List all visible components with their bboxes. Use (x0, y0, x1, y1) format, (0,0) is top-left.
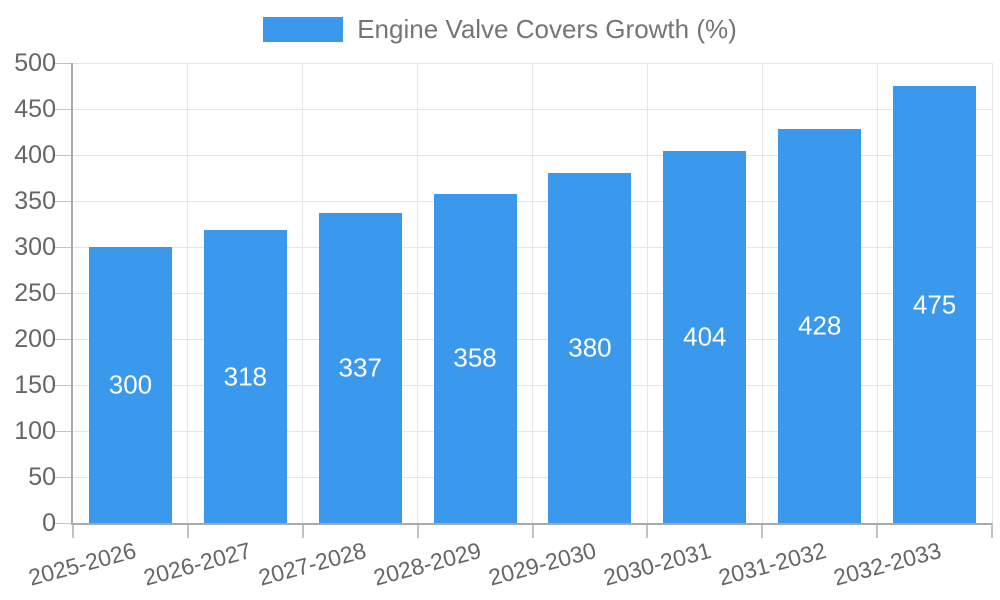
y-axis-tick-label: 100 (14, 417, 56, 445)
y-axis-tick-label: 150 (14, 371, 56, 399)
y-axis-tick (55, 476, 73, 478)
bar-value-label: 337 (338, 352, 382, 383)
y-axis-tick (55, 292, 73, 294)
bar[interactable]: 337 (318, 212, 402, 523)
plot-area: 300 318 337 358 380 404 428 475 (71, 62, 993, 525)
bar-value-label: 404 (683, 321, 727, 352)
x-axis-tick (301, 523, 304, 538)
x-axis-tick (416, 523, 419, 538)
y-axis-line (71, 63, 73, 525)
y-axis-tick (55, 246, 73, 248)
bar[interactable]: 318 (203, 230, 287, 523)
x-axis-tick (876, 523, 879, 538)
bar[interactable]: 300 (88, 247, 172, 523)
x-axis-line (71, 523, 992, 525)
y-axis-tick (55, 430, 73, 432)
bar-value-label: 475 (912, 289, 957, 319)
y-axis-tick-label: 450 (14, 95, 56, 123)
bar[interactable]: 475 (893, 86, 977, 523)
legend[interactable]: Engine Valve Covers Growth (%) (0, 15, 1000, 43)
bar-value-label: 380 (568, 332, 612, 363)
bar-value-label: 318 (223, 361, 267, 392)
y-axis-tick (55, 384, 73, 386)
v-gridline (417, 63, 419, 523)
v-gridline (532, 63, 533, 523)
v-gridline (876, 63, 878, 523)
x-axis-tick (72, 523, 74, 538)
x-axis-tick (991, 523, 993, 538)
y-axis-tick (55, 154, 73, 156)
bar-value-label: 358 (453, 342, 497, 373)
x-axis-tick (186, 523, 189, 538)
y-axis-tick-label: 500 (14, 49, 56, 77)
x-axis-tick (531, 523, 534, 538)
bar-value-label: 300 (108, 369, 153, 400)
legend-label: Engine Valve Covers Growth (%) (357, 14, 737, 44)
bar-value-label: 428 (797, 310, 842, 341)
y-axis-tick (55, 108, 73, 110)
v-gridline (991, 63, 993, 523)
bar[interactable]: 428 (778, 129, 862, 523)
y-axis-tick (55, 338, 73, 340)
y-axis-tick (55, 522, 73, 524)
y-axis-tick-label: 50 (28, 463, 56, 491)
bar[interactable]: 380 (548, 173, 632, 523)
v-gridline (187, 63, 189, 523)
bar[interactable]: 358 (433, 193, 517, 523)
y-axis-tick-label: 350 (14, 187, 56, 215)
bar[interactable]: 404 (663, 151, 747, 523)
y-axis-tick-label: 400 (14, 141, 56, 169)
v-gridline (302, 63, 304, 523)
v-gridline (646, 63, 648, 523)
y-axis-tick-label: 300 (14, 233, 56, 261)
y-axis-tick-label: 0 (42, 509, 56, 537)
y-axis-tick (55, 200, 73, 202)
y-axis-tick-label: 200 (14, 325, 56, 353)
legend-swatch (263, 16, 344, 42)
x-axis-tick (646, 523, 649, 538)
y-axis-tick-label: 250 (14, 279, 56, 307)
v-gridline (761, 63, 763, 523)
y-axis-tick (55, 62, 73, 64)
x-axis-tick (761, 523, 764, 538)
